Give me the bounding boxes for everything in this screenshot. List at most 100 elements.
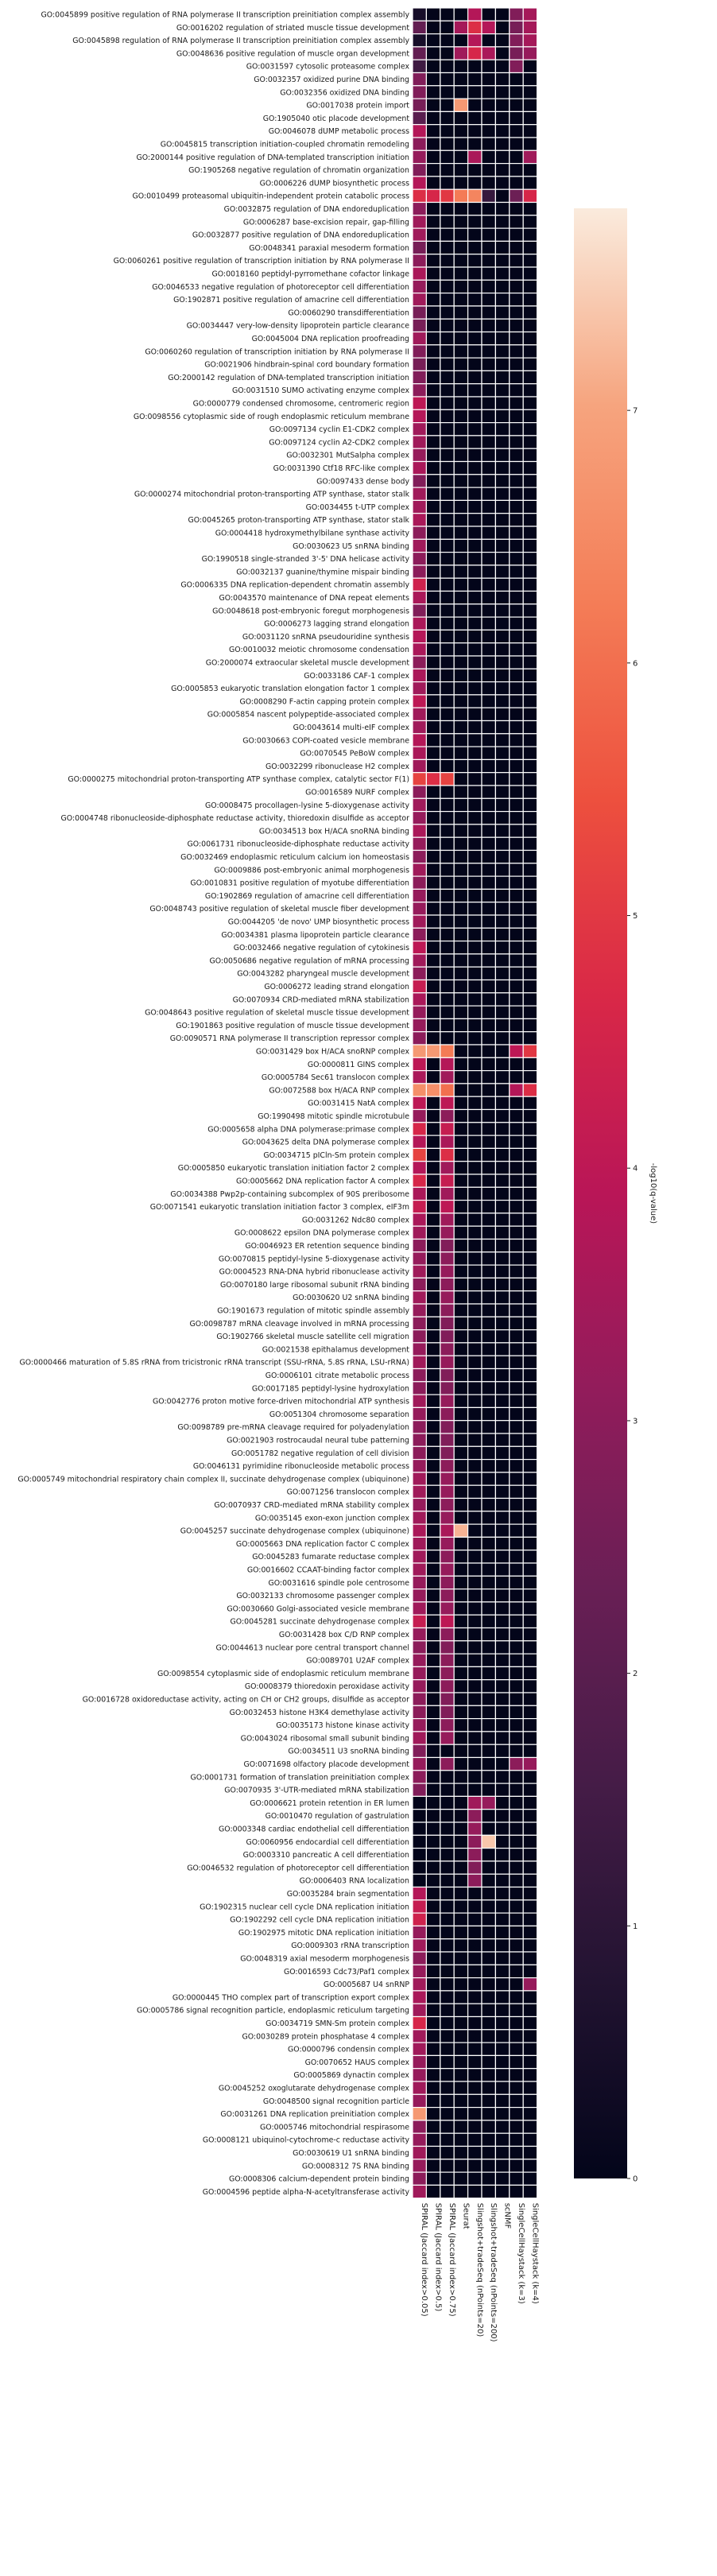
heatmap-cell (481, 1718, 496, 1732)
heatmap-cell (494, 629, 510, 644)
heatmap-cell (453, 1433, 469, 1447)
heatmap-cell (425, 1640, 441, 1655)
heatmap-cell (440, 1044, 455, 1058)
heatmap-cell (425, 1303, 441, 1317)
heatmap-cell (440, 1406, 455, 1422)
heatmap-cell (481, 1445, 496, 1461)
heatmap-cell (481, 1614, 496, 1629)
heatmap-cell (509, 2159, 524, 2173)
heatmap-cell (453, 1899, 469, 1914)
heatmap-cell (522, 240, 538, 255)
heatmap-cell (412, 1069, 427, 1084)
heatmap-cell (467, 1912, 483, 1927)
heatmap-cell (440, 1964, 455, 1979)
heatmap-cell (440, 513, 455, 527)
heatmap-cell (467, 1083, 483, 1097)
heatmap-cell (425, 2120, 441, 2134)
heatmap-cell (494, 707, 510, 722)
heatmap-cell (453, 836, 469, 852)
heatmap-cell (509, 2029, 524, 2043)
heatmap-cell (494, 1860, 510, 1875)
heatmap-cell (412, 1381, 427, 1395)
heatmap-cell (467, 1640, 483, 1655)
heatmap-cell (467, 1161, 483, 1175)
heatmap-cell (453, 668, 469, 683)
heatmap-cell (522, 1108, 538, 1123)
heatmap-cell (425, 149, 441, 165)
heatmap-cell (481, 1381, 496, 1395)
heatmap-cell (412, 2015, 427, 2031)
heatmap-cell (453, 888, 469, 903)
heatmap-cell (453, 1420, 469, 1434)
heatmap-cell (425, 460, 441, 475)
heatmap-cell (494, 85, 510, 99)
heatmap-cell (440, 474, 455, 488)
column-labels: SPIRAL (Jaccard index>0.05) SPIRAL (Jacca… (420, 2203, 539, 2342)
heatmap-cell (440, 1718, 455, 1732)
heatmap-cell (440, 1575, 455, 1590)
heatmap-cell (481, 2145, 496, 2160)
heatmap-cell (522, 707, 538, 722)
heatmap-cell (425, 1433, 441, 1447)
heatmap-cell (481, 888, 496, 903)
row-label: GO:0030619 U1 snRNA binding (293, 2149, 409, 2158)
heatmap-cell (467, 1199, 483, 1214)
heatmap-cell (522, 940, 538, 955)
heatmap-cell (412, 1951, 427, 1965)
heatmap-cell (412, 305, 427, 320)
heatmap-cell (453, 2029, 469, 2043)
heatmap-cell (412, 875, 427, 890)
heatmap-cell (522, 227, 538, 242)
heatmap-cell (522, 1886, 538, 1901)
heatmap-cell (425, 785, 441, 799)
heatmap-cell (509, 1550, 524, 1564)
heatmap-cell (481, 1938, 496, 1953)
heatmap-cell (453, 1005, 469, 1019)
heatmap-cell (509, 863, 524, 877)
row-label: GO:1902871 positive regulation of amacri… (173, 296, 409, 305)
heatmap-cell (412, 2093, 427, 2109)
heatmap-cell (494, 1458, 510, 1473)
column-label: SingleCellHaystack (k=3) (517, 2203, 525, 2304)
heatmap-cell (467, 1147, 483, 1162)
heatmap-cell (440, 409, 455, 424)
heatmap-cell (509, 2081, 524, 2095)
heatmap-cell (522, 254, 538, 268)
heatmap-cell (425, 772, 441, 786)
heatmap-cell (440, 1238, 455, 1253)
heatmap-cell (522, 1614, 538, 1629)
heatmap-cell (509, 33, 524, 48)
row-label: GO:0009886 post-embryonic animal morphog… (214, 866, 409, 875)
heatmap-cell (453, 1912, 469, 1927)
heatmap-cell (425, 1653, 441, 1668)
heatmap-cell (494, 564, 510, 579)
heatmap-cell (425, 137, 441, 151)
row-label: GO:0006335 DNA replication-dependent chr… (180, 581, 409, 590)
heatmap-cell (522, 979, 538, 994)
row-label: GO:0000275 mitochondrial proton-transpor… (68, 775, 409, 784)
heatmap-cell (412, 1108, 427, 1123)
heatmap-cell (509, 2042, 524, 2057)
heatmap-cell (522, 902, 538, 916)
heatmap-cell (453, 7, 469, 21)
heatmap-cell (522, 1355, 538, 1370)
heatmap-cell (453, 1550, 469, 1564)
heatmap-cell (494, 1809, 510, 1823)
heatmap-cell (494, 1290, 510, 1305)
heatmap-cell (522, 1938, 538, 1953)
heatmap-cell (522, 629, 538, 644)
heatmap-cell (440, 1809, 455, 1823)
heatmap-cell (509, 1562, 524, 1577)
heatmap-cell (425, 681, 441, 696)
heatmap-cell (481, 1212, 496, 1227)
heatmap-cell (453, 201, 469, 216)
heatmap-cell (467, 1575, 483, 1590)
heatmap-cell (440, 1756, 455, 1771)
heatmap-cell (509, 1588, 524, 1603)
heatmap-cell (412, 1238, 427, 1253)
heatmap-cell (522, 2120, 538, 2134)
heatmap-cell (467, 460, 483, 475)
row-label: GO:0050686 negative regulation of mRNA p… (209, 956, 409, 965)
heatmap-cell (481, 1744, 496, 1759)
heatmap-cell (412, 1640, 427, 1655)
